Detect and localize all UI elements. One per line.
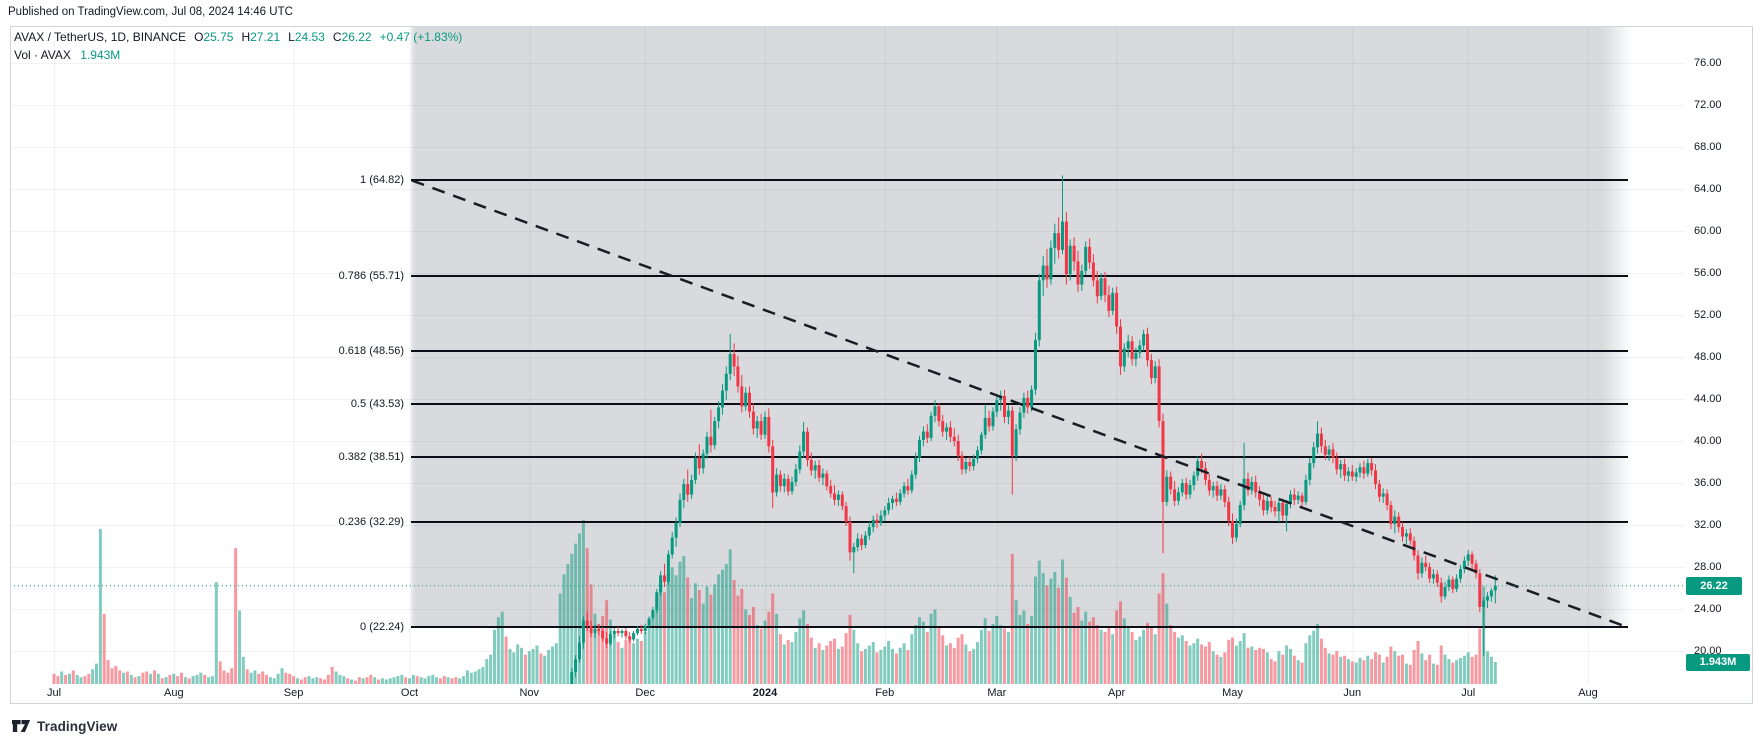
time-axis-label-apr: Apr — [1108, 687, 1126, 699]
fib-level-label: 0.5 (43.53) — [350, 397, 405, 410]
last-volume-badge: 1.943M — [1686, 654, 1750, 671]
time-axis-label-jul: Jul — [46, 687, 62, 699]
fib-level-label: 0.382 (38.51) — [338, 450, 405, 463]
time-axis-label-jun: Jun — [1343, 687, 1362, 699]
gridlines — [10, 26, 1684, 684]
fib-level-label: 0.236 (32.29) — [338, 515, 405, 528]
price-axis-label: 68.00 — [1694, 141, 1722, 153]
price-axis[interactable]: 76.00 72.00 68.00 64.00 60.00 56.00 52.00 48.00… — [1684, 26, 1754, 703]
time-axis-label-aug: Aug — [1578, 687, 1598, 699]
ohlc-item-o: O25.75 — [194, 30, 234, 44]
fib-level-label: 0.618 (48.56) — [338, 345, 405, 358]
price-axis-label: 28.00 — [1694, 561, 1722, 573]
change-readout: +0.47 (+1.83%) — [379, 30, 463, 44]
price-axis-label: 76.00 — [1694, 57, 1722, 69]
published-line: Published on TradingView.com, Jul 08, 20… — [8, 6, 293, 18]
price-axis-label: 72.00 — [1694, 99, 1722, 111]
price-axis-label: 40.00 — [1694, 435, 1722, 447]
volume-value: 1.943M — [80, 48, 121, 62]
last-price-badge: 26.22 — [1686, 576, 1742, 595]
price-axis-label: 44.00 — [1694, 393, 1722, 405]
symbol-title: AVAX / TetherUS, 1D, BINANCE — [14, 30, 187, 44]
volume-label: Vol · AVAX — [14, 48, 71, 62]
price-axis-label: 24.00 — [1694, 603, 1722, 615]
ohlc-item-l: L24.53 — [288, 30, 325, 44]
fib-level-label: 0.786 (55.71) — [338, 270, 405, 283]
time-axis-label-oct: Oct — [400, 687, 419, 699]
time-axis-label-nov: Nov — [519, 687, 540, 699]
price-axis-label: 48.00 — [1694, 351, 1722, 363]
time-axis-label-jul: Jul — [1461, 687, 1476, 699]
fib-level-label: 1 (64.82) — [360, 174, 405, 187]
tradingview-logo[interactable]: TradingView — [12, 718, 117, 734]
volume-layer — [52, 519, 1497, 684]
ohlc-item-h: H27.21 — [241, 30, 281, 44]
symbol-legend: AVAX / TetherUS, 1D, BINANCE O25.75 H27.21… — [14, 30, 462, 62]
price-axis-label: 64.00 — [1694, 183, 1722, 195]
time-axis-label-aug: Aug — [163, 687, 184, 699]
fib-levels-layer — [411, 179, 1629, 628]
time-axis-label-sep: Sep — [283, 687, 304, 699]
ohlc-readout: O25.75 H27.21 L24.53 C26.22 — [186, 30, 372, 44]
time-axis-label-may: May — [1222, 687, 1243, 699]
time-axis-label-mar: Mar — [987, 687, 1007, 699]
ohlc-item-c: C26.22 — [332, 30, 372, 44]
time-axis-label-2024: 2024 — [752, 687, 778, 699]
time-axis-label-dec: Dec — [635, 687, 655, 699]
tradingview-logo-icon — [12, 719, 31, 733]
tradingview-logo-text: TradingView — [37, 718, 118, 734]
price-axis-label: 36.00 — [1694, 477, 1722, 489]
trendline — [411, 179, 1628, 629]
fib-level-label: 0 (22.24) — [360, 621, 405, 634]
time-axis-label-feb: Feb — [875, 687, 895, 699]
price-axis-label: 60.00 — [1694, 225, 1722, 237]
fib-background — [411, 26, 1633, 628]
price-axis-label: 56.00 — [1694, 267, 1722, 279]
chart-border — [10, 26, 1753, 704]
price-axis-label: 52.00 — [1694, 309, 1722, 321]
price-axis-label: 32.00 — [1694, 519, 1722, 531]
time-axis[interactable]: Jul Aug Sep Oct Nov Dec 2024 Feb Mar Apr May Jun Jul… — [10, 684, 1684, 703]
